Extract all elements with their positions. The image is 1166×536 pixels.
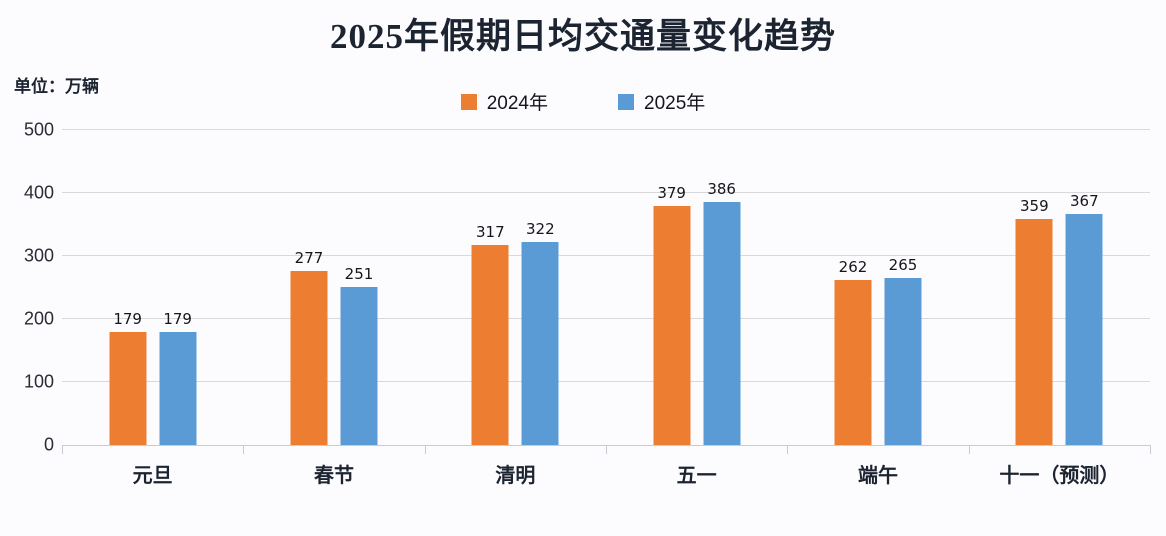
legend-swatch-2024年 — [460, 93, 477, 110]
value-label-2025年-端午: 265 — [888, 256, 918, 275]
bar-group-五一: 379 386 — [653, 179, 741, 445]
bar-col-2024年-元旦: 179 — [109, 310, 147, 445]
category-label-端午: 端午 — [858, 465, 898, 487]
category-label-十一（预测）: 十一（预测） — [999, 465, 1120, 487]
axis-tick — [606, 445, 607, 454]
category-label-五一: 五一 — [676, 465, 717, 487]
bar-2024年-十一（预测） — [1015, 218, 1053, 445]
bar-col-2025年-端午: 265 — [884, 256, 922, 445]
value-label-2025年-清明: 322 — [526, 220, 555, 239]
bar-group-十一（预测）: 359 367 — [1015, 191, 1103, 445]
category-label-清明: 清明 — [495, 465, 536, 487]
value-label-2025年-春节: 251 — [344, 264, 374, 283]
bar-col-2025年-元旦: 179 — [159, 310, 197, 445]
bar-2024年-清明 — [471, 245, 509, 445]
category-label-元旦: 元旦 — [132, 465, 173, 487]
bar-2025年-清明 — [521, 242, 559, 445]
bar-col-2024年-春节: 277 — [290, 248, 328, 445]
bar-2024年-元旦 — [109, 332, 147, 445]
axis-tick — [787, 445, 789, 454]
plot-area: 0 100 200 300 400 500 179 179 277 251 317 322 379 386… — [24, 120, 1151, 455]
y-tick-label-300: 300 — [23, 245, 54, 266]
bar-col-2025年-清明: 322 — [521, 220, 559, 445]
y-tick-label-100: 100 — [23, 371, 54, 392]
bar-col-2024年-端午: 262 — [834, 257, 872, 445]
legend-item-2025年: 2025年 — [618, 88, 705, 115]
axis-tick — [243, 445, 245, 454]
value-label-2024年-端午: 262 — [838, 257, 868, 276]
y-tick-label-200: 200 — [23, 308, 54, 329]
bar-col-2024年-清明: 317 — [471, 223, 509, 445]
value-label-2025年-元旦: 179 — [163, 310, 192, 329]
legend-swatch-2025年 — [618, 93, 634, 110]
category-label-春节: 春节 — [314, 465, 354, 487]
legend-label: 2024年 — [486, 93, 548, 114]
value-label-2024年-春节: 277 — [294, 248, 324, 267]
gridline-300 — [62, 255, 1150, 256]
axis-tick — [424, 445, 426, 454]
bar-group-春节: 277 251 — [290, 248, 378, 445]
value-label-2025年-五一: 386 — [707, 179, 736, 198]
gridline-500 — [62, 129, 1150, 130]
bar-group-清明: 317 322 — [471, 220, 559, 445]
axis-tick — [968, 445, 970, 454]
bar-col-2024年-十一（预测）: 359 — [1015, 196, 1053, 445]
value-label-2024年-十一（预测）: 359 — [1020, 196, 1049, 215]
bar-2025年-元旦 — [159, 332, 197, 445]
value-label-2025年-十一（预测）: 367 — [1070, 191, 1099, 210]
bar-col-2025年-春节: 251 — [340, 264, 378, 445]
gridline-100 — [62, 381, 1150, 382]
bar-col-2025年-十一（预测）: 367 — [1065, 191, 1103, 445]
axis-tick — [62, 445, 63, 454]
value-label-2024年-元旦: 179 — [113, 310, 142, 329]
legend-item-2024年: 2024年 — [460, 88, 548, 115]
bar-group-元旦: 179 179 — [109, 310, 197, 445]
legend: 2024年 2025年 — [0, 88, 1166, 115]
bar-2025年-端午 — [884, 278, 922, 445]
value-label-2024年-五一: 379 — [657, 184, 686, 203]
bar-group-端午: 262 265 — [834, 256, 922, 445]
gridline-400 — [62, 192, 1150, 193]
unit-label: 单位：万辆 — [14, 77, 99, 96]
bar-2025年-五一 — [703, 201, 741, 445]
y-tick-label-400: 400 — [23, 182, 54, 203]
bar-col-2024年-五一: 379 — [653, 184, 691, 445]
bar-2024年-五一 — [653, 206, 691, 445]
chart-title: 2025年假期日均交通量变化趋势 — [329, 17, 836, 56]
axis-tick — [1150, 445, 1151, 454]
bar-col-2025年-五一: 386 — [703, 179, 741, 445]
y-tick-label-0: 0 — [43, 434, 54, 455]
legend-label: 2025年 — [644, 93, 706, 114]
bar-2025年-十一（预测） — [1065, 213, 1103, 445]
gridline-200 — [62, 318, 1150, 319]
bar-2024年-端午 — [834, 279, 872, 445]
value-label-2024年-清明: 317 — [476, 223, 505, 242]
bar-2025年-春节 — [340, 286, 378, 445]
bar-2024年-春节 — [290, 270, 328, 445]
y-tick-label-500: 500 — [23, 119, 54, 140]
